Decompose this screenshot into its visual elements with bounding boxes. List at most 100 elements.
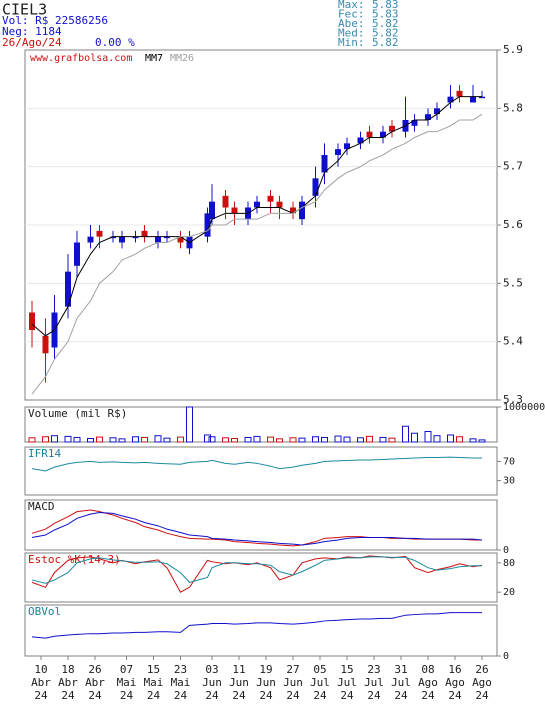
x-tick-label: Jul [364,676,384,689]
x-tick-label: 16 [448,663,461,676]
volume-bar [388,437,396,443]
x-tick-label: Ago [472,676,492,689]
y-tick-label: 5.7 [503,160,523,173]
volume-bar [96,436,103,443]
candle-body [425,114,431,120]
x-tick-label: Abr [58,676,78,689]
candle-body [335,149,341,155]
candle-body [456,90,463,97]
candle-body [164,236,170,239]
volume-bar [28,437,36,443]
x-tick-label: 26 [88,663,101,676]
volume-bar [186,406,193,443]
stat-value: 5.82 [372,27,399,40]
stat-label: Min: [338,36,365,49]
candle-body [321,155,328,173]
stat-label: Med: [338,27,365,40]
y-tick-label: 5.4 [503,335,523,348]
x-tick-label: 05 [313,663,326,676]
volume-bar [433,435,441,443]
x-tick-label: 27 [286,663,299,676]
x-tick-label: 15 [340,663,353,676]
change: 0.00 % [95,36,135,49]
volume-bar [163,437,171,443]
candle-body [470,96,476,103]
panel-title: Volume (mil R$) [28,407,127,420]
volume-bar [357,437,364,443]
candle-body [389,125,395,132]
x-tick-label: 07 [120,663,133,676]
volume-bar [208,436,216,443]
y-tick-label: 20 [503,587,515,598]
y-tick-label: 0 [503,651,509,662]
x-tick-label: 24 [340,689,354,702]
x-tick-label: Ago [418,676,438,689]
panel-frame [24,499,498,551]
volume-bar [321,436,328,443]
volume-bar [312,436,319,443]
volume-bar [402,425,409,443]
volume-bar [244,436,252,443]
volume-bar [42,436,49,443]
series-line [31,556,482,584]
volume-bar [411,432,418,443]
legend-entry: MM7 [145,53,163,64]
date: 26/Ago/24 [2,36,62,49]
stat-label: Fec: [338,8,365,21]
panel-frame [24,552,498,603]
candle-body [434,108,440,115]
volume-bar [51,435,58,443]
candle-body [29,312,35,330]
volume-bar [87,438,94,443]
x-tick-label: Jun [283,676,303,689]
panel-frame [24,446,498,496]
stat-value: 5.83 [372,8,399,21]
stat-value: 5.82 [372,36,399,49]
y-tick-label: 5.5 [503,276,523,289]
y-tick-label: 1000000 [503,402,545,413]
volume-bar [154,435,162,443]
x-tick-label: 24 [286,689,300,702]
series-line [31,456,482,472]
stat-label: Abe: [338,17,365,30]
y-tick-label: 5.9 [503,43,523,56]
x-tick-label: 24 [259,689,273,702]
x-tick-label: 23 [174,663,187,676]
x-tick-label: Ago [445,676,465,689]
x-tick-label: Jun [202,676,222,689]
stat-label: Max: [338,0,365,11]
volume-bar [141,436,148,443]
candle-body [267,195,274,202]
candle-body [155,236,161,243]
y-tick-label: 0 [503,545,509,556]
panel-title: OBVol [28,605,61,618]
series-line [31,511,483,546]
x-tick-label: 24 [205,689,219,702]
volume-bar [298,437,306,443]
x-tick-label: 24 [120,689,134,702]
x-tick-label: 24 [421,689,435,702]
candle-body [204,213,211,237]
x-tick-label: Jul [310,676,330,689]
volume-bar [289,437,297,443]
y-tick-label: 5.3 [503,393,523,406]
volume-bar [231,438,238,443]
volume-bar [276,438,283,443]
x-tick-label: 24 [394,689,408,702]
y-tick-label: 70 [503,456,515,467]
stat-value: 5.83 [372,0,399,11]
x-tick-label: 08 [421,663,434,676]
volume-bar [222,437,229,443]
series-line [31,555,483,593]
series-line [31,612,482,639]
x-tick-label: 03 [205,663,218,676]
ticker: CIEL3 [2,1,47,19]
candle-body [177,236,184,243]
candle-body [254,201,260,208]
watermark: www.grafbolsa.com [30,53,132,64]
candle-body [209,201,215,220]
x-tick-label: Jul [391,676,411,689]
x-tick-label: 23 [367,663,380,676]
candle-body [290,207,296,214]
stat-value: 5.82 [372,17,399,30]
